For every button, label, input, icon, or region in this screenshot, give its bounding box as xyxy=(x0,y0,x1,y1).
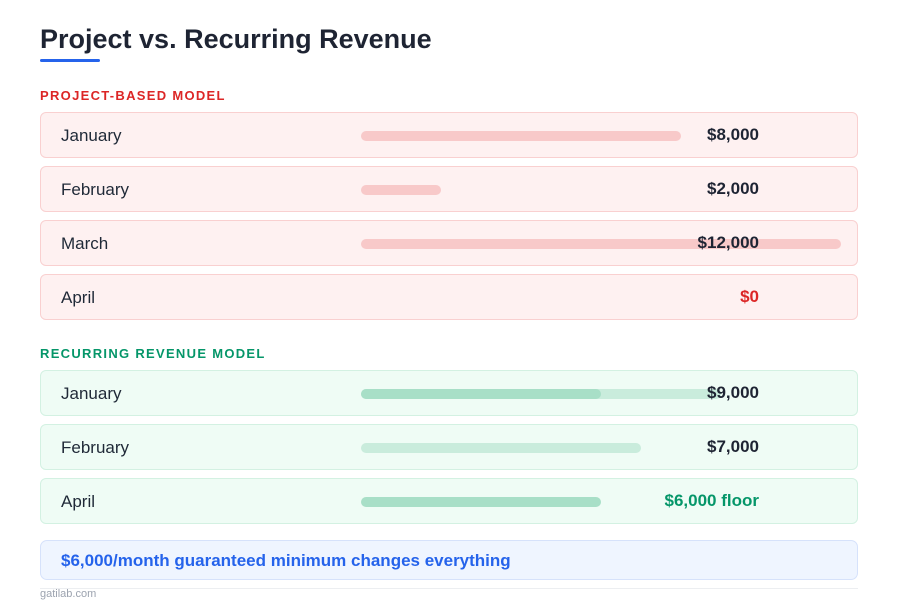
value-label: $6,000 floor xyxy=(664,491,760,510)
month-label: January xyxy=(61,126,122,145)
month-label: January xyxy=(61,384,122,403)
revenue-row-april: April $0 xyxy=(40,274,858,320)
month-label: April xyxy=(61,288,96,307)
callout-text: $6,000/month guaranteed minimum changes … xyxy=(61,551,511,570)
revenue-row-january: January $8,000 xyxy=(40,112,858,158)
revenue-bar xyxy=(361,497,601,507)
value-label: $7,000 xyxy=(707,437,759,456)
revenue-row-january: January $9,000 xyxy=(40,370,858,416)
divider xyxy=(40,588,858,589)
revenue-bar xyxy=(361,185,441,195)
value-label: $8,000 xyxy=(707,125,759,144)
title-underline xyxy=(40,59,100,62)
footer-brand: gatilab.com xyxy=(40,588,97,600)
value-label: $9,000 xyxy=(707,383,759,402)
revenue-bar xyxy=(361,131,681,141)
month-label: February xyxy=(61,180,130,199)
revenue-row-february: February $2,000 xyxy=(40,166,858,212)
recurring-section-heading: RECURRING REVENUE MODEL xyxy=(40,346,266,361)
revenue-bar xyxy=(361,239,841,249)
project-section-heading: PROJECT-BASED MODEL xyxy=(40,88,226,103)
page-title: Project vs. Recurring Revenue xyxy=(40,24,432,54)
revenue-row-march: March $12,000 xyxy=(40,220,858,266)
value-label: $12,000 xyxy=(697,233,759,252)
revenue-bar xyxy=(361,443,641,453)
floor-bar xyxy=(361,389,601,399)
month-label: February xyxy=(61,438,130,457)
value-label: $0 xyxy=(740,287,759,306)
month-label: April xyxy=(61,492,96,511)
callout-box: $6,000/month guaranteed minimum changes … xyxy=(40,540,858,580)
month-label: March xyxy=(61,234,109,253)
revenue-row-february: February $7,000 xyxy=(40,424,858,470)
value-label: $2,000 xyxy=(707,179,759,198)
revenue-row-april: April $6,000 floor xyxy=(40,478,858,524)
